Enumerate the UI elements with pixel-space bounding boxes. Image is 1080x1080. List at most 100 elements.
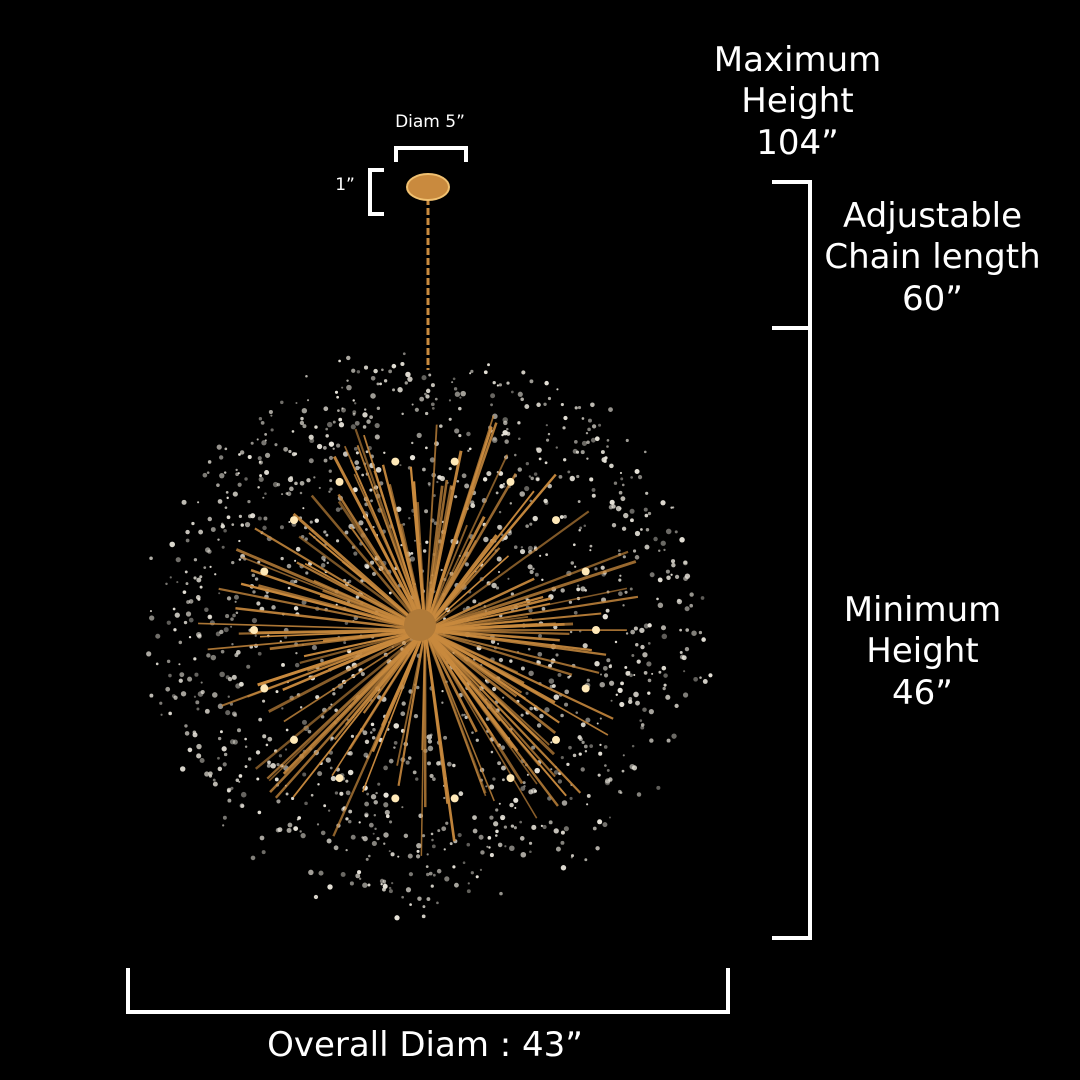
crystal — [341, 386, 344, 389]
crystal — [354, 402, 357, 405]
crystal — [633, 673, 636, 677]
crystal — [428, 373, 432, 377]
crystal — [299, 830, 302, 833]
crystal — [421, 375, 427, 381]
crystal — [457, 833, 462, 838]
crystal — [280, 400, 284, 405]
crystal — [364, 814, 369, 818]
crystal — [250, 855, 256, 861]
gold-rod — [361, 629, 426, 793]
crystal — [665, 694, 671, 700]
crystal — [219, 629, 224, 635]
crystal — [230, 617, 234, 621]
crystal — [620, 681, 624, 686]
crystal — [492, 686, 497, 692]
crystal — [415, 685, 420, 690]
crystal — [383, 451, 386, 454]
crystal — [416, 432, 422, 438]
crystal — [235, 468, 238, 472]
crystal — [520, 786, 526, 792]
gold-rod — [424, 629, 501, 748]
crystal — [541, 578, 544, 582]
crystal — [343, 641, 347, 645]
crystal — [459, 396, 462, 399]
crystal — [550, 768, 553, 771]
crystal — [237, 472, 240, 475]
crystal — [464, 715, 468, 720]
crystal — [216, 483, 220, 487]
gold-rod — [424, 560, 637, 632]
crystal — [363, 752, 369, 758]
crystal — [662, 686, 666, 691]
crystal — [536, 477, 540, 481]
crystal — [620, 496, 626, 502]
crystal — [660, 500, 666, 506]
crystal — [469, 372, 472, 375]
crystal — [506, 431, 511, 436]
crystal — [563, 826, 569, 832]
crystal — [187, 747, 193, 753]
crystal — [540, 824, 543, 827]
crystal — [560, 588, 565, 593]
crystal — [644, 513, 649, 518]
crystal — [235, 683, 241, 689]
crystal — [416, 842, 422, 849]
crystal — [461, 473, 467, 479]
crystal — [362, 882, 368, 888]
crystal — [186, 600, 191, 604]
crystal — [529, 850, 532, 854]
crystal — [276, 799, 281, 804]
crystal — [389, 820, 393, 824]
crystal — [527, 647, 531, 651]
crystal — [205, 547, 211, 553]
crystal — [639, 719, 643, 722]
crystal — [415, 777, 419, 781]
crystal — [336, 395, 340, 399]
gold-rod — [348, 629, 427, 750]
crystal — [376, 382, 380, 386]
crystal — [244, 745, 248, 748]
bulb — [450, 794, 459, 803]
crystal — [260, 421, 265, 425]
crystal — [567, 675, 571, 679]
crystal — [649, 572, 655, 578]
crystal — [308, 869, 314, 876]
crystal — [586, 803, 589, 806]
crystal — [503, 825, 508, 829]
crystal — [486, 471, 492, 477]
crystal — [579, 526, 583, 530]
crystal — [220, 649, 225, 654]
crystal — [671, 733, 677, 739]
crystal — [691, 630, 697, 636]
crystal — [185, 529, 190, 535]
crystal — [597, 773, 601, 777]
crystal — [266, 763, 271, 768]
crystal — [185, 582, 189, 586]
crystal — [351, 368, 356, 373]
gold-rod — [250, 628, 426, 635]
crystal — [295, 546, 301, 552]
crystal — [471, 731, 474, 734]
crystal — [580, 586, 586, 592]
crystal — [182, 590, 187, 594]
crystal — [240, 791, 247, 798]
bulb — [551, 735, 560, 744]
crystal — [362, 412, 368, 418]
crystal — [674, 530, 678, 534]
crystal — [388, 886, 392, 890]
crystal — [448, 417, 452, 421]
crystal — [301, 719, 307, 725]
crystal — [407, 756, 412, 760]
crystal — [325, 533, 329, 537]
chain-length-label: Adjustable Chain length 60” — [820, 196, 1045, 320]
crystal — [651, 672, 654, 675]
crystal — [524, 404, 530, 409]
crystal — [425, 394, 430, 399]
crystal — [425, 388, 431, 394]
crystal — [606, 658, 611, 663]
crystal — [611, 523, 617, 528]
crystal — [222, 824, 225, 827]
crystal — [393, 723, 400, 729]
crystal — [419, 396, 425, 402]
crystal — [283, 446, 289, 452]
